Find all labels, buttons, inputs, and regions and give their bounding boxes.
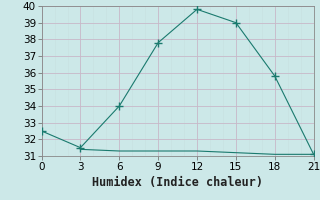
X-axis label: Humidex (Indice chaleur): Humidex (Indice chaleur) [92, 176, 263, 189]
